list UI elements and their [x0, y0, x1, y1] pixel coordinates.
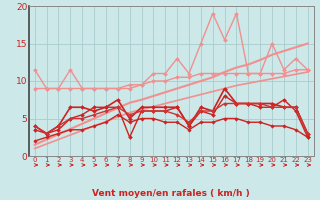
Text: Vent moyen/en rafales ( km/h ): Vent moyen/en rafales ( km/h ) — [92, 189, 250, 198]
